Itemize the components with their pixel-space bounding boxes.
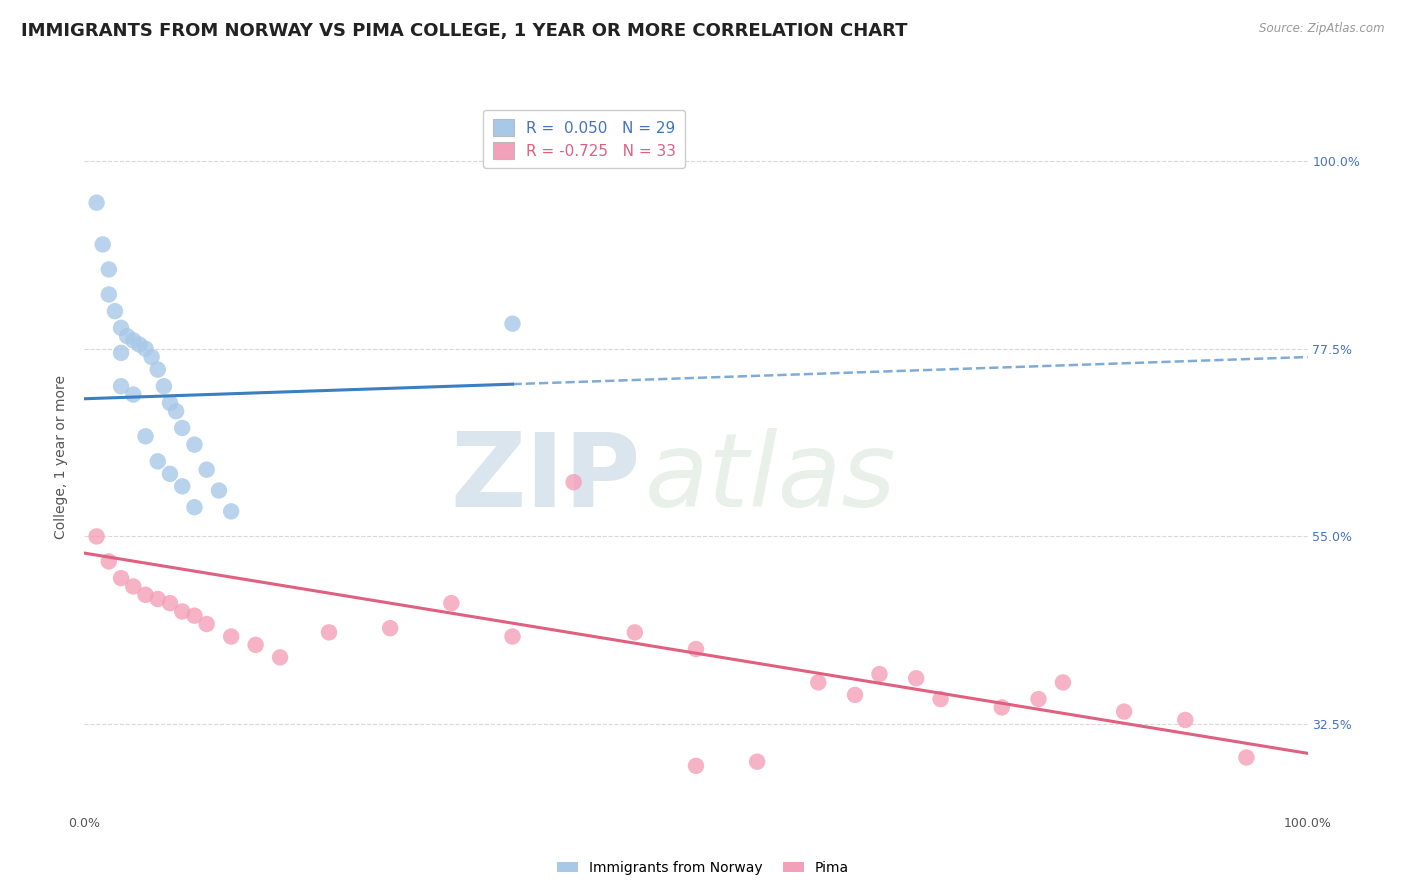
Text: IMMIGRANTS FROM NORWAY VS PIMA COLLEGE, 1 YEAR OR MORE CORRELATION CHART: IMMIGRANTS FROM NORWAY VS PIMA COLLEGE, …	[21, 22, 908, 40]
Point	[146, 592, 169, 607]
Point	[110, 321, 132, 335]
Point	[153, 379, 176, 393]
Point	[128, 337, 150, 351]
Point	[135, 429, 157, 443]
Point	[685, 759, 707, 773]
Point	[991, 700, 1014, 714]
Point	[141, 350, 163, 364]
Point	[135, 588, 157, 602]
Point	[183, 608, 205, 623]
Point	[1052, 675, 1074, 690]
Point	[86, 529, 108, 543]
Point	[1236, 750, 1258, 764]
Point	[183, 437, 205, 451]
Point	[159, 467, 181, 481]
Point	[195, 463, 218, 477]
Point	[245, 638, 267, 652]
Point	[440, 596, 463, 610]
Point	[146, 454, 169, 468]
Point	[97, 287, 120, 301]
Point	[122, 387, 145, 401]
Point	[122, 334, 145, 348]
Point	[97, 554, 120, 568]
Point	[685, 642, 707, 657]
Point	[219, 630, 242, 644]
Point	[122, 579, 145, 593]
Point	[195, 617, 218, 632]
Point	[159, 596, 181, 610]
Point	[747, 755, 769, 769]
Point	[172, 605, 194, 619]
Text: ZIP: ZIP	[450, 428, 641, 529]
Point	[269, 650, 291, 665]
Point	[1174, 713, 1197, 727]
Point	[905, 671, 928, 685]
Y-axis label: College, 1 year or more: College, 1 year or more	[55, 376, 69, 539]
Legend: R =  0.050   N = 29, R = -0.725   N = 33: R = 0.050 N = 29, R = -0.725 N = 33	[484, 111, 685, 168]
Point	[624, 625, 647, 640]
Point	[172, 421, 194, 435]
Point	[110, 379, 132, 393]
Point	[1028, 692, 1050, 706]
Point	[115, 329, 138, 343]
Point	[172, 479, 194, 493]
Point	[91, 237, 114, 252]
Point	[502, 317, 524, 331]
Point	[135, 342, 157, 356]
Point	[159, 396, 181, 410]
Point	[929, 692, 952, 706]
Text: Source: ZipAtlas.com: Source: ZipAtlas.com	[1260, 22, 1385, 36]
Legend: Immigrants from Norway, Pima: Immigrants from Norway, Pima	[551, 855, 855, 880]
Point	[318, 625, 340, 640]
Point	[146, 362, 169, 376]
Point	[86, 195, 108, 210]
Point	[208, 483, 231, 498]
Point	[844, 688, 866, 702]
Point	[97, 262, 120, 277]
Point	[165, 404, 187, 418]
Point	[807, 675, 830, 690]
Point	[110, 571, 132, 585]
Point	[380, 621, 402, 635]
Point	[502, 630, 524, 644]
Point	[562, 475, 585, 490]
Point	[110, 346, 132, 360]
Text: atlas: atlas	[644, 428, 896, 528]
Point	[219, 504, 242, 518]
Point	[1114, 705, 1136, 719]
Point	[869, 667, 891, 681]
Point	[183, 500, 205, 515]
Point	[104, 304, 127, 318]
